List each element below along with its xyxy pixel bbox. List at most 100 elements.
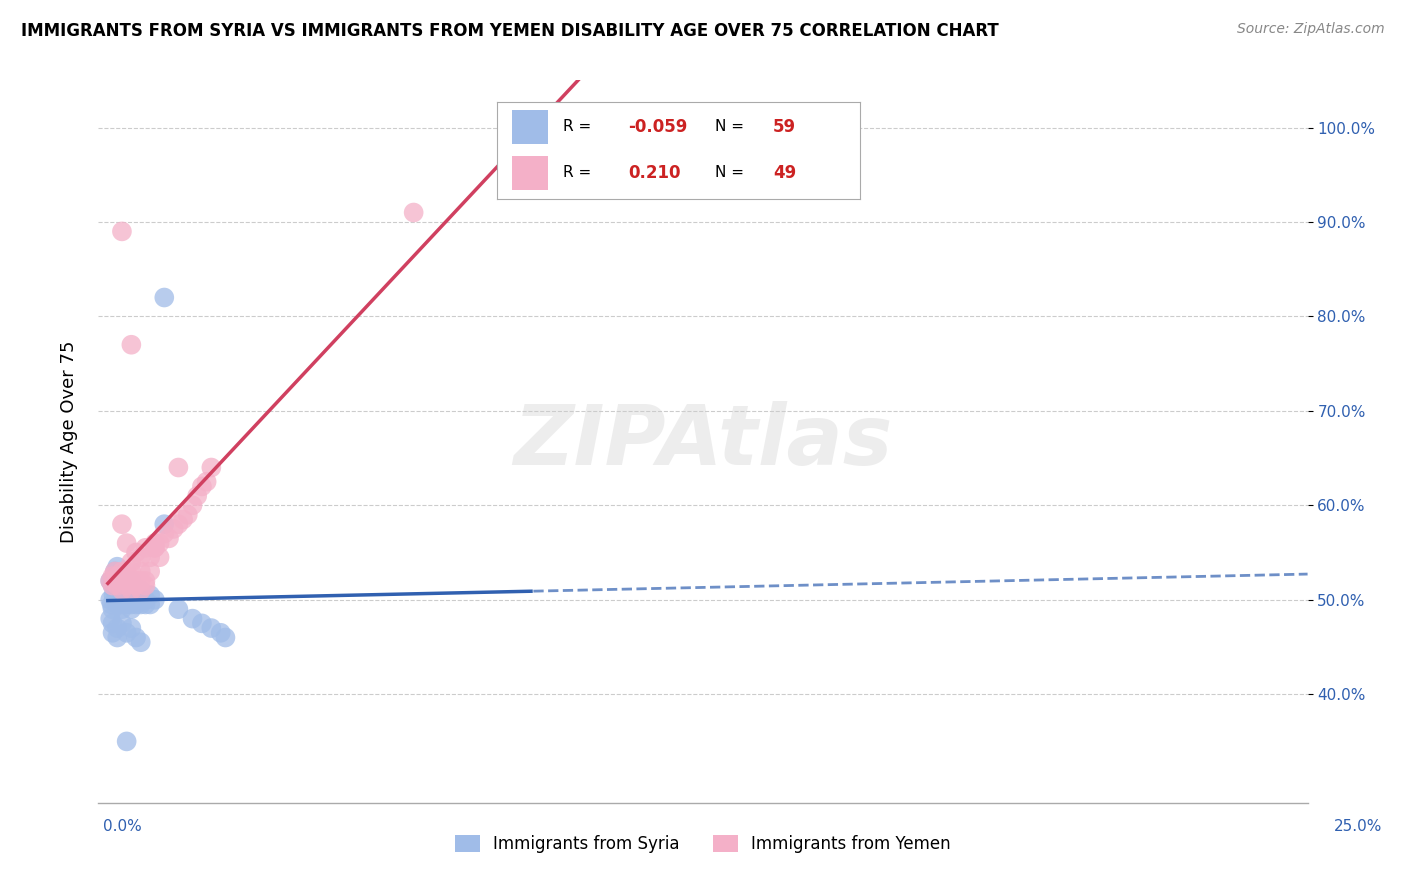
Point bbox=[172, 512, 194, 526]
Point bbox=[111, 569, 134, 583]
Point bbox=[108, 574, 131, 588]
Point bbox=[120, 574, 142, 588]
Point bbox=[134, 574, 156, 588]
Point bbox=[153, 517, 176, 532]
Point bbox=[181, 498, 204, 512]
Point bbox=[120, 588, 142, 602]
Point bbox=[111, 517, 134, 532]
Point bbox=[98, 574, 121, 588]
Point bbox=[111, 224, 134, 238]
Point bbox=[115, 583, 138, 598]
Point bbox=[100, 598, 122, 612]
Point bbox=[105, 592, 128, 607]
Point bbox=[104, 565, 127, 579]
Point bbox=[402, 205, 425, 219]
Point bbox=[134, 578, 156, 592]
Point bbox=[129, 550, 152, 565]
Point bbox=[125, 583, 148, 598]
Point bbox=[105, 559, 128, 574]
Point bbox=[153, 526, 176, 541]
Point bbox=[214, 631, 236, 645]
Point bbox=[139, 588, 162, 602]
Point bbox=[191, 479, 214, 493]
Point bbox=[101, 569, 124, 583]
Point bbox=[163, 522, 186, 536]
Point bbox=[104, 565, 127, 579]
Point bbox=[111, 583, 134, 598]
Text: 0.0%: 0.0% bbox=[103, 820, 142, 834]
Point bbox=[120, 565, 142, 579]
Point bbox=[101, 602, 124, 616]
Point bbox=[105, 598, 128, 612]
Point bbox=[143, 592, 166, 607]
Text: ZIPAtlas: ZIPAtlas bbox=[513, 401, 893, 482]
Point bbox=[101, 616, 124, 631]
Point bbox=[115, 598, 138, 612]
Point bbox=[120, 555, 142, 569]
Point bbox=[105, 569, 128, 583]
Point bbox=[111, 578, 134, 592]
Point bbox=[134, 598, 156, 612]
Point bbox=[129, 598, 152, 612]
Point bbox=[129, 583, 152, 598]
Point bbox=[143, 541, 166, 555]
Point bbox=[153, 291, 176, 305]
Point bbox=[111, 565, 134, 579]
Point bbox=[125, 598, 148, 612]
Point bbox=[118, 592, 141, 607]
Point bbox=[177, 508, 200, 522]
Y-axis label: Disability Age Over 75: Disability Age Over 75 bbox=[59, 340, 77, 543]
Point bbox=[200, 621, 222, 635]
Point bbox=[143, 541, 166, 555]
Point bbox=[129, 583, 152, 598]
Text: 25.0%: 25.0% bbox=[1334, 820, 1382, 834]
Point bbox=[108, 588, 131, 602]
Point bbox=[120, 583, 142, 598]
Legend: Immigrants from Syria, Immigrants from Yemen: Immigrants from Syria, Immigrants from Y… bbox=[449, 828, 957, 860]
Point bbox=[139, 598, 162, 612]
Point bbox=[98, 612, 121, 626]
Point bbox=[209, 625, 232, 640]
Point bbox=[111, 598, 134, 612]
Point bbox=[191, 616, 214, 631]
Point bbox=[125, 578, 148, 592]
Point bbox=[134, 592, 156, 607]
Text: IMMIGRANTS FROM SYRIA VS IMMIGRANTS FROM YEMEN DISABILITY AGE OVER 75 CORRELATIO: IMMIGRANTS FROM SYRIA VS IMMIGRANTS FROM… bbox=[21, 22, 998, 40]
Point bbox=[139, 550, 162, 565]
Point bbox=[195, 475, 218, 489]
Point bbox=[98, 574, 121, 588]
Point bbox=[167, 602, 190, 616]
Point bbox=[157, 532, 180, 546]
Point bbox=[120, 598, 142, 612]
Point bbox=[115, 734, 138, 748]
Point bbox=[120, 602, 142, 616]
Point bbox=[111, 616, 134, 631]
Point bbox=[101, 625, 124, 640]
Point bbox=[186, 489, 208, 503]
Point bbox=[98, 592, 121, 607]
Point bbox=[115, 565, 138, 579]
Point bbox=[149, 550, 172, 565]
Point bbox=[112, 592, 135, 607]
Point bbox=[105, 631, 128, 645]
Text: Source: ZipAtlas.com: Source: ZipAtlas.com bbox=[1237, 22, 1385, 37]
Point bbox=[129, 574, 152, 588]
Point bbox=[111, 583, 134, 598]
Point bbox=[105, 578, 128, 592]
Point bbox=[120, 574, 142, 588]
Point bbox=[129, 635, 152, 649]
Point bbox=[125, 631, 148, 645]
Point bbox=[115, 569, 138, 583]
Point bbox=[134, 541, 156, 555]
Point bbox=[129, 592, 152, 607]
Point bbox=[149, 536, 172, 550]
Point bbox=[115, 588, 138, 602]
Point bbox=[104, 583, 127, 598]
Point bbox=[167, 517, 190, 532]
Point bbox=[111, 602, 134, 616]
Point bbox=[129, 565, 152, 579]
Point bbox=[101, 578, 124, 592]
Point bbox=[122, 592, 145, 607]
Point bbox=[111, 592, 134, 607]
Point bbox=[167, 460, 190, 475]
